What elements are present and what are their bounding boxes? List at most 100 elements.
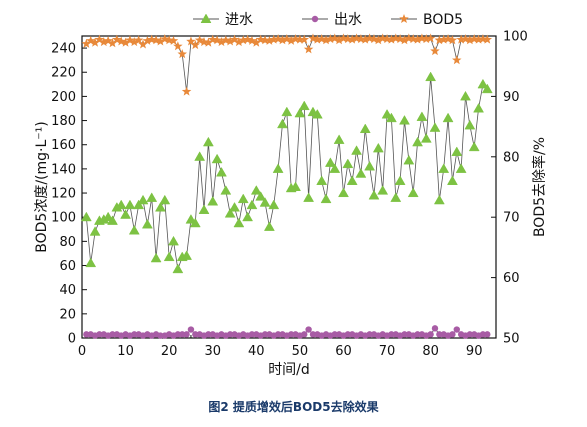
influent-point [202, 136, 214, 147]
influent-point [394, 175, 406, 185]
removal-rate-point [308, 33, 318, 43]
influent-point [237, 193, 249, 204]
effluent-point [427, 331, 434, 338]
removal-rate-point [334, 35, 344, 45]
removal-rate-point [290, 34, 301, 44]
influent-point [451, 146, 463, 156]
removal-rate-point [142, 35, 153, 45]
removal-rate-point [356, 34, 366, 44]
influent-point [403, 154, 415, 165]
removal-rate-point [478, 34, 488, 44]
y-left-axis-title: BOD5浓度/(mg·L⁻¹) [34, 121, 50, 252]
removal-rate-point [343, 34, 353, 44]
removal-rate-point [360, 34, 371, 44]
removal-rate-point [81, 38, 92, 48]
removal-rate-point [391, 33, 401, 43]
influent-point [137, 194, 149, 205]
removal-rate-point [164, 35, 174, 45]
removal-rate-point [443, 34, 453, 44]
removal-rate-point [112, 34, 122, 44]
y-left-tick-label: 60 [59, 259, 76, 274]
influent-point [229, 202, 240, 212]
removal-rate-point [364, 33, 375, 43]
removal-rate-point [99, 37, 109, 47]
removal-rate-point [234, 37, 244, 47]
removal-rate-point [260, 35, 270, 45]
effluent-point [187, 326, 195, 333]
removal-rate-point [247, 35, 257, 45]
removal-rate-point [173, 41, 183, 51]
removal-rate-point [338, 33, 349, 43]
removal-rate-point [412, 34, 423, 44]
x-tick-label: 80 [422, 344, 439, 359]
removal-rate-point [129, 37, 140, 47]
y-left-tick-label: 40 [59, 283, 76, 298]
influent-point [355, 168, 367, 178]
removal-rate-point [168, 35, 179, 45]
removal-rate-point [264, 35, 275, 45]
influent-point [124, 199, 136, 210]
removal-rate-point [216, 37, 227, 47]
influent-point [128, 224, 140, 235]
effluent-point [453, 326, 460, 333]
y-left-tick-label: 120 [51, 187, 76, 202]
influent-point [194, 151, 206, 161]
influent-point [399, 115, 410, 125]
removal-rate-point [325, 34, 336, 44]
effluent-point [305, 326, 312, 333]
influent-point [246, 199, 258, 210]
removal-rate-point [242, 34, 253, 44]
removal-rate-point [434, 35, 445, 45]
x-tick-label: 70 [379, 344, 396, 359]
influent-point [342, 158, 354, 169]
removal-rate-point [199, 37, 209, 47]
influent-point [390, 192, 402, 202]
removal-rate-point [438, 34, 449, 44]
influent-point [242, 211, 254, 222]
y-right-tick-label: 70 [503, 211, 520, 226]
legend-influent-label: 进水 [225, 12, 253, 28]
y-right-tick-label: 100 [503, 30, 528, 45]
effluent-point [484, 331, 491, 338]
influent-point [416, 111, 428, 121]
influent-point [255, 191, 267, 201]
removal-rate-point [469, 34, 479, 44]
plot-frame [81, 35, 497, 339]
influent-point [211, 153, 223, 164]
x-tick-label: 40 [248, 344, 265, 359]
removal-rate-point [369, 34, 379, 44]
influent-point [311, 109, 323, 119]
y-left-tick-label: 240 [51, 42, 76, 57]
removal-rate-point [373, 35, 384, 45]
influent-point [133, 199, 145, 210]
removal-rate-point [125, 35, 135, 45]
removal-rate-point [395, 34, 405, 44]
influent-point [420, 133, 432, 143]
influent-point [141, 218, 153, 229]
removal-rate-point [430, 46, 440, 56]
removal-rate-line [86, 37, 488, 92]
removal-rate-point [251, 37, 262, 47]
x-tick-label: 30 [204, 344, 221, 359]
removal-rate-point [377, 33, 388, 43]
influent-line [85, 77, 488, 270]
effluent-point [449, 331, 456, 338]
removal-rate-point [282, 34, 292, 44]
removal-rate-point [238, 35, 248, 45]
removal-rate-point [321, 35, 331, 45]
influent-point [429, 122, 441, 132]
influent-point [320, 193, 332, 204]
influent-point [294, 107, 306, 118]
influent-point [407, 187, 419, 198]
influent-point [364, 160, 376, 171]
influent-point [359, 123, 371, 134]
influent-point [460, 90, 471, 101]
y-right-axis-title: BOD5去除率/% [531, 137, 548, 237]
removal-rate-point [85, 35, 96, 45]
x-tick-label: 0 [78, 344, 86, 359]
influent-point [224, 208, 236, 218]
removal-rate-point [221, 35, 231, 45]
influent-point [277, 118, 288, 129]
influent-point [216, 167, 227, 177]
x-tick-label: 90 [466, 344, 483, 359]
